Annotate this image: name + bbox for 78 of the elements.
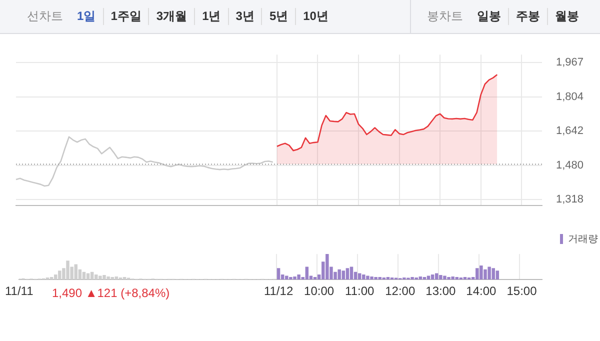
x-tick-label: 11/11: [5, 284, 34, 298]
bar: [285, 276, 288, 280]
bar: [58, 270, 62, 280]
bar: [374, 277, 378, 280]
bar: [102, 274, 106, 280]
y-tick-label: 1,967: [556, 56, 584, 69]
text: 일봉: [476, 8, 502, 25]
text: 1,490 ▲121 (+8,84%): [52, 286, 170, 300]
bar: [492, 268, 495, 280]
x-tick-label: 12:00: [385, 284, 416, 298]
bar: [313, 277, 317, 280]
bar: [106, 276, 110, 280]
y-tick-label: 1,480: [556, 159, 584, 172]
bar: [86, 273, 90, 280]
bar: [54, 274, 58, 280]
bar: [358, 273, 362, 280]
bar: [338, 269, 341, 280]
bar: [480, 266, 483, 280]
text: 봉차트: [426, 8, 464, 25]
bar: [110, 277, 114, 280]
bar: [476, 268, 479, 280]
bar: [305, 266, 309, 280]
x-tick-label: 10:00: [304, 284, 334, 298]
bar: [488, 266, 491, 280]
text: 1년: [194, 8, 228, 25]
bar: [484, 269, 487, 280]
bar: [447, 277, 450, 280]
bar: [378, 277, 382, 280]
bar: [74, 264, 78, 280]
bar: [451, 276, 454, 280]
bar: [66, 260, 70, 280]
bar: [297, 274, 300, 280]
bar: [463, 277, 467, 280]
text: 5년: [261, 8, 296, 25]
text: 주봉: [508, 8, 547, 25]
bar: [289, 277, 292, 280]
bar: [430, 274, 434, 280]
text: 10년: [295, 8, 336, 25]
bar: [350, 266, 354, 280]
bar: [98, 276, 102, 280]
bar: [443, 276, 446, 280]
bar: [90, 272, 94, 280]
bar: [422, 277, 426, 280]
bar: [496, 270, 500, 280]
text: 3개월: [148, 8, 194, 25]
text: 3년: [228, 8, 262, 25]
bar: [276, 268, 280, 280]
x-tick-label: 15:00: [506, 284, 538, 298]
x-tick-label: 14:00: [466, 284, 497, 298]
legend-label: 거래량: [568, 234, 598, 245]
bar: [94, 274, 98, 280]
text: 1일: [76, 8, 97, 25]
x-tick-label: 11/12: [264, 284, 294, 298]
bar: [326, 254, 329, 280]
bar: [439, 274, 442, 280]
bar: [82, 272, 86, 280]
bar: [410, 277, 414, 280]
y-tick-label: 1,804: [556, 91, 584, 104]
bar: [418, 276, 422, 280]
bar: [342, 270, 346, 280]
text: 월봉: [547, 8, 586, 25]
bar: [434, 273, 438, 280]
text: 1주일: [102, 8, 148, 25]
y-tick-label: 1,642: [556, 125, 584, 138]
text: 선차트: [26, 8, 64, 25]
bar: [455, 277, 458, 280]
bar: [386, 277, 390, 280]
bar: [114, 276, 118, 280]
bar: [122, 277, 126, 280]
bar: [346, 268, 350, 280]
x-tick-label: 11:00: [345, 284, 374, 298]
x-tick-label: 13:00: [426, 284, 456, 298]
y-tick-label: 1,318: [556, 194, 584, 206]
bar: [366, 276, 370, 280]
bar: [370, 276, 374, 280]
bar: [50, 277, 54, 280]
bar: [362, 274, 366, 280]
bar: [293, 276, 296, 280]
